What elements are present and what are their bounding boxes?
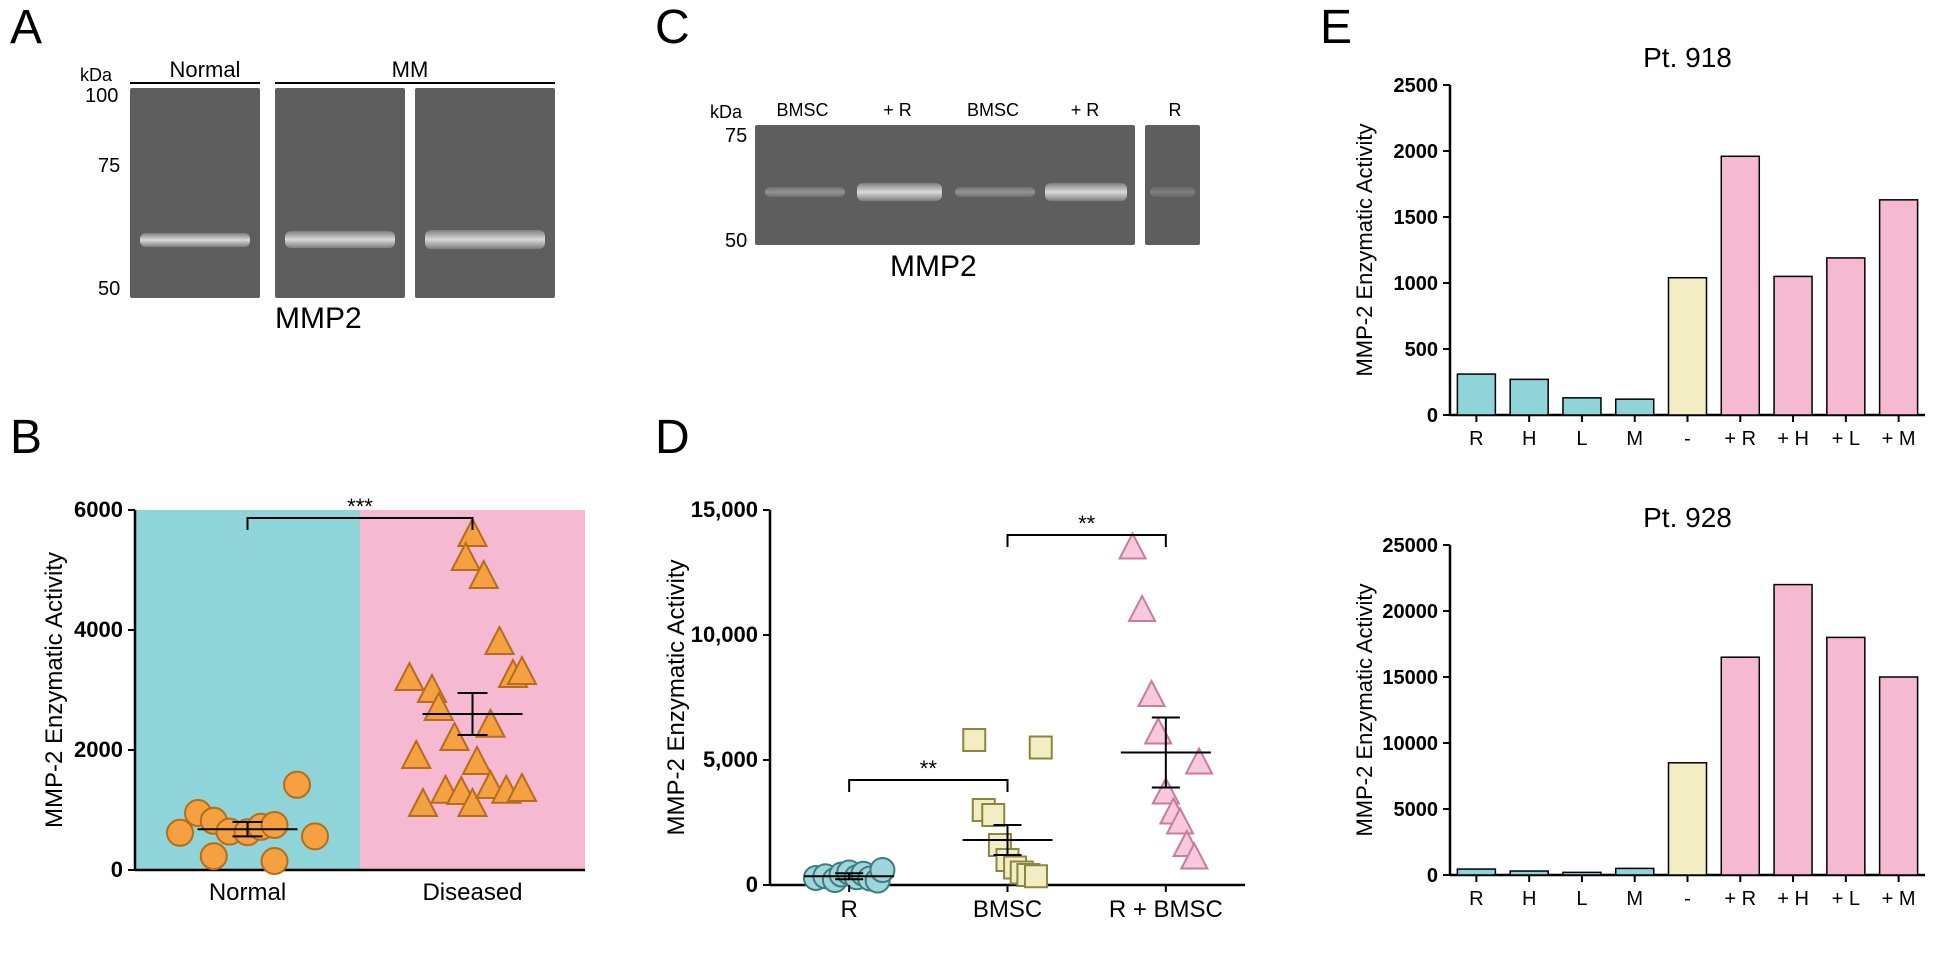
lane-c-1: BMSC bbox=[755, 100, 850, 121]
lane-c-4: + R bbox=[1045, 100, 1125, 121]
svg-text:***: *** bbox=[347, 494, 373, 519]
svg-text:2000: 2000 bbox=[74, 737, 123, 762]
svg-text:R: R bbox=[1469, 428, 1483, 450]
gel-c-band-ronly bbox=[1150, 187, 1195, 197]
normal-underline bbox=[130, 82, 260, 84]
svg-text:-: - bbox=[1684, 428, 1691, 450]
mmp2-c: MMP2 bbox=[890, 250, 977, 284]
kda-label-c: kDa bbox=[710, 102, 742, 123]
panel-d-chart: 0 5,000 10,000 15,000 MMP-2 Enzymatic Activi… bbox=[660, 440, 1260, 940]
panel-label-c: C bbox=[655, 0, 690, 55]
gel-a-band1 bbox=[140, 233, 250, 247]
gel-a-lane1 bbox=[130, 88, 260, 298]
svg-text:+ H: + H bbox=[1777, 428, 1809, 450]
gel-a-band3 bbox=[425, 230, 545, 249]
svg-text:M: M bbox=[1626, 888, 1643, 910]
svg-text:R + BMSC: R + BMSC bbox=[1109, 896, 1223, 923]
svg-text:5000: 5000 bbox=[1394, 799, 1439, 821]
svg-text:25000: 25000 bbox=[1382, 535, 1438, 557]
svg-text:+ L: + L bbox=[1832, 428, 1860, 450]
panel-e-928: 0 5000 10000 15000 20000 25000 MMP-2 Enzymatic… bbox=[1350, 490, 1940, 930]
svg-text:0: 0 bbox=[1427, 405, 1438, 427]
panel-label-e: E bbox=[1320, 0, 1352, 55]
svg-text:10000: 10000 bbox=[1382, 733, 1438, 755]
panel-c: kDa 75 50 BMSC + R BMSC + R R MMP2 bbox=[700, 100, 1220, 300]
gel-c-band-bmsc2 bbox=[955, 187, 1035, 197]
svg-text:10,000: 10,000 bbox=[691, 622, 758, 647]
mmp2-a: MMP2 bbox=[275, 302, 362, 336]
mm-underline bbox=[275, 82, 555, 84]
svg-text:+ R: + R bbox=[1724, 428, 1756, 450]
svg-text:+ M: + M bbox=[1882, 428, 1916, 450]
kda-c-75: 75 bbox=[725, 125, 747, 148]
lane-c-5: R bbox=[1150, 100, 1200, 121]
svg-text:+ L: + L bbox=[1832, 888, 1860, 910]
svg-text:MMP-2 Enzymatic Activity: MMP-2 Enzymatic Activity bbox=[663, 559, 690, 835]
gel-c-band-r1 bbox=[857, 183, 942, 201]
svg-text:H: H bbox=[1522, 428, 1536, 450]
svg-text:R: R bbox=[1469, 888, 1483, 910]
svg-text:Pt. 918: Pt. 918 bbox=[1643, 42, 1732, 73]
gel-a-lane2 bbox=[275, 88, 405, 298]
kda-100: 100 bbox=[85, 85, 118, 108]
svg-text:2000: 2000 bbox=[1394, 141, 1439, 163]
svg-text:20000: 20000 bbox=[1382, 601, 1438, 623]
panel-b-chart: 0 2000 4000 6000 MMP-2 Enzymatic Activity Nor… bbox=[40, 460, 600, 920]
svg-text:Pt. 928: Pt. 928 bbox=[1643, 502, 1732, 533]
panel-e-918: 0 500 1000 1500 2000 2500 MMP-2 Enzymatic Acti… bbox=[1350, 30, 1940, 470]
svg-text:0: 0 bbox=[746, 872, 758, 897]
svg-text:+ R: + R bbox=[1724, 888, 1756, 910]
gel-c-band-r2 bbox=[1045, 183, 1127, 201]
lane-c-2: + R bbox=[855, 100, 940, 121]
gel-c-main bbox=[755, 125, 1135, 245]
svg-text:500: 500 bbox=[1405, 339, 1438, 361]
kda-c-50: 50 bbox=[725, 230, 747, 253]
svg-text:**: ** bbox=[920, 756, 938, 781]
kda-label-a: kDa bbox=[80, 65, 112, 86]
gel-a-band2 bbox=[285, 231, 395, 248]
svg-text:0: 0 bbox=[111, 857, 123, 882]
svg-text:L: L bbox=[1576, 888, 1587, 910]
panel-a: Normal MM kDa 100 75 50 MMP2 bbox=[70, 60, 580, 340]
svg-text:0: 0 bbox=[1427, 865, 1438, 887]
svg-text:L: L bbox=[1576, 428, 1587, 450]
svg-text:1000: 1000 bbox=[1394, 273, 1439, 295]
svg-text:+ H: + H bbox=[1777, 888, 1809, 910]
gel-c-r bbox=[1145, 125, 1200, 245]
svg-text:4000: 4000 bbox=[74, 617, 123, 642]
svg-text:**: ** bbox=[1078, 511, 1096, 536]
group-normal-label: Normal bbox=[155, 57, 255, 83]
gel-c-band-bmsc1 bbox=[765, 187, 845, 197]
kda-75: 75 bbox=[98, 155, 120, 178]
panel-label-a: A bbox=[10, 0, 42, 55]
svg-text:15000: 15000 bbox=[1382, 667, 1438, 689]
svg-text:BMSC: BMSC bbox=[973, 896, 1042, 923]
svg-text:M: M bbox=[1626, 428, 1643, 450]
svg-text:5,000: 5,000 bbox=[703, 747, 758, 772]
group-mm-label: MM bbox=[380, 57, 440, 83]
svg-text:Normal: Normal bbox=[209, 879, 286, 906]
svg-text:Diseased: Diseased bbox=[422, 879, 522, 906]
svg-text:1500: 1500 bbox=[1394, 207, 1439, 229]
svg-text:R: R bbox=[840, 896, 857, 923]
panel-label-b: B bbox=[10, 410, 42, 465]
svg-text:H: H bbox=[1522, 888, 1536, 910]
svg-text:+ M: + M bbox=[1882, 888, 1916, 910]
gel-a-lane3 bbox=[415, 88, 555, 298]
svg-text:MMP-2 Enzymatic Activity: MMP-2 Enzymatic Activity bbox=[1352, 123, 1377, 376]
svg-text:MMP-2 Enzymatic Activity: MMP-2 Enzymatic Activity bbox=[41, 552, 68, 828]
svg-text:6000: 6000 bbox=[74, 497, 123, 522]
kda-50: 50 bbox=[98, 278, 120, 301]
svg-text:2500: 2500 bbox=[1394, 75, 1439, 97]
svg-text:15,000: 15,000 bbox=[691, 497, 758, 522]
lane-c-3: BMSC bbox=[948, 100, 1038, 121]
svg-text:MMP-2 Enzymatic Activity: MMP-2 Enzymatic Activity bbox=[1352, 583, 1377, 836]
svg-text:-: - bbox=[1684, 888, 1691, 910]
